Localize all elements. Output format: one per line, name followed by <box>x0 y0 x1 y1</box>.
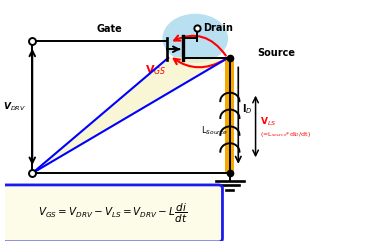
Text: $V_{GS} = V_{DRV} - V_{LS} = V_{DRV} - L\dfrac{di}{dt}$: $V_{GS} = V_{DRV} - V_{LS} = V_{DRV} - L… <box>38 202 187 225</box>
Text: V$_{DRV}$: V$_{DRV}$ <box>3 101 26 113</box>
Text: L$_{Source}$: L$_{Source}$ <box>201 125 227 137</box>
Text: (=L$_{source}$*dI$_D$/dt): (=L$_{source}$*dI$_D$/dt) <box>259 130 310 139</box>
Ellipse shape <box>163 15 227 62</box>
Text: Gate: Gate <box>97 24 123 34</box>
Bar <box>225 58 234 173</box>
Text: I$_D$: I$_D$ <box>242 102 252 116</box>
FancyBboxPatch shape <box>2 185 222 242</box>
Polygon shape <box>32 58 230 173</box>
Text: Source: Source <box>257 48 295 58</box>
Text: V$_{GS}$: V$_{GS}$ <box>145 63 167 77</box>
Text: Drain: Drain <box>203 23 233 33</box>
Text: V$_{LS}$: V$_{LS}$ <box>259 116 276 128</box>
